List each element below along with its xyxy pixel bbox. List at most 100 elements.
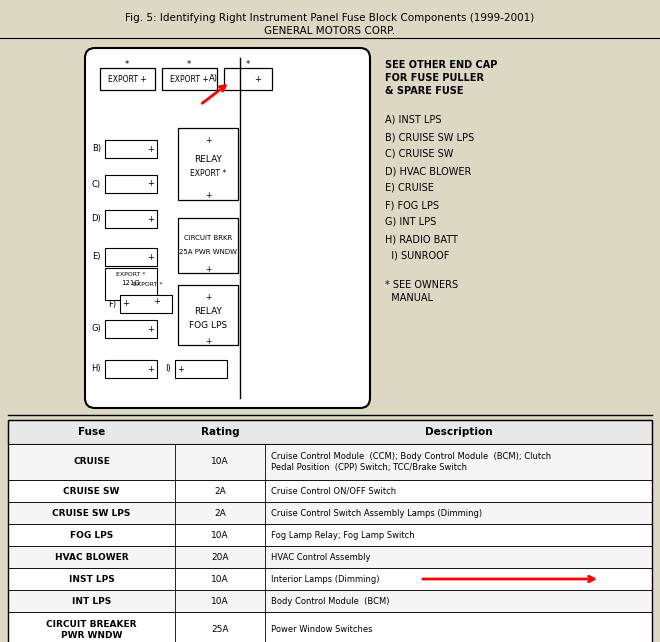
Text: 25A PWR WNDW: 25A PWR WNDW	[179, 248, 237, 254]
Text: 2A: 2A	[214, 487, 226, 496]
Text: E): E)	[92, 252, 101, 261]
Text: F): F)	[108, 300, 116, 309]
Bar	[100, 68, 155, 90]
Text: +: +	[148, 214, 154, 223]
Text: HVAC Control Assembly: HVAC Control Assembly	[271, 553, 370, 562]
Text: FOG LPS: FOG LPS	[70, 530, 113, 539]
Text: D): D)	[91, 214, 101, 223]
Text: *: *	[187, 60, 191, 69]
Text: E) CRUISE: E) CRUISE	[385, 183, 434, 193]
Text: 2A: 2A	[214, 508, 226, 517]
Text: +: +	[205, 336, 211, 345]
Text: +: +	[255, 74, 261, 83]
Bar	[105, 175, 157, 193]
Text: INT LPS: INT LPS	[72, 596, 111, 605]
Bar	[105, 248, 157, 266]
Text: * SEE OWNERS: * SEE OWNERS	[385, 280, 458, 290]
Text: 10A: 10A	[211, 596, 229, 605]
Text: +: +	[148, 365, 154, 374]
Text: MANUAL: MANUAL	[385, 293, 433, 303]
Text: *: *	[246, 60, 250, 69]
Text: Fog Lamp Relay; Fog Lamp Switch: Fog Lamp Relay; Fog Lamp Switch	[271, 530, 414, 539]
Text: I): I)	[165, 365, 171, 374]
Text: CIRCUIT BRKR: CIRCUIT BRKR	[184, 234, 232, 241]
Text: EXPORT +: EXPORT +	[170, 74, 209, 83]
Text: +: +	[148, 252, 154, 261]
Text: CRUISE: CRUISE	[73, 458, 110, 467]
Bar	[105, 360, 157, 378]
Text: +: +	[178, 365, 184, 374]
Text: EXPORT +: EXPORT +	[108, 74, 147, 83]
Text: A): A)	[209, 74, 218, 83]
Text: 121Ω: 121Ω	[121, 280, 141, 286]
Text: 25A: 25A	[211, 625, 229, 634]
Text: Cruise Control Module  (CCM); Body Control Module  (BCM); Clutch
Pedal Position : Cruise Control Module (CCM); Body Contro…	[271, 453, 551, 472]
FancyBboxPatch shape	[85, 48, 370, 408]
Bar	[120, 295, 172, 313]
Bar	[8, 568, 652, 590]
Bar	[178, 128, 238, 200]
Bar	[224, 68, 272, 90]
Bar	[8, 480, 652, 502]
Text: CRUISE SW: CRUISE SW	[63, 487, 119, 496]
Text: Interior Lamps (Dimming): Interior Lamps (Dimming)	[271, 575, 380, 584]
Text: A) INST LPS: A) INST LPS	[385, 115, 442, 125]
Text: +: +	[148, 144, 154, 153]
Text: HVAC BLOWER: HVAC BLOWER	[55, 553, 128, 562]
Bar	[175, 360, 227, 378]
Text: I) SUNROOF: I) SUNROOF	[385, 251, 449, 261]
Text: GENERAL MOTORS CORP.: GENERAL MOTORS CORP.	[265, 26, 395, 36]
Bar	[8, 546, 652, 568]
Bar	[8, 420, 652, 444]
Text: 20A: 20A	[211, 553, 229, 562]
Text: Cruise Control Switch Assembly Lamps (Dimming): Cruise Control Switch Assembly Lamps (Di…	[271, 508, 482, 517]
Bar	[8, 420, 652, 642]
Text: EXPORT *: EXPORT *	[116, 272, 146, 277]
Text: +: +	[205, 265, 211, 273]
Bar	[8, 612, 652, 642]
Bar	[105, 210, 157, 228]
Text: RELAY: RELAY	[194, 155, 222, 164]
Text: Rating: Rating	[201, 427, 240, 437]
Text: +: +	[154, 297, 160, 306]
Text: B) CRUISE SW LPS: B) CRUISE SW LPS	[385, 132, 474, 142]
Text: +: +	[123, 300, 129, 309]
Text: RELAY: RELAY	[194, 306, 222, 315]
Text: +: +	[148, 180, 154, 189]
Text: CRUISE SW LPS: CRUISE SW LPS	[52, 508, 131, 517]
Bar	[178, 285, 238, 345]
Text: Power Window Switches: Power Window Switches	[271, 625, 372, 634]
Bar	[178, 218, 238, 273]
Text: CIRCUIT BREAKER
PWR WNDW: CIRCUIT BREAKER PWR WNDW	[46, 620, 137, 639]
Text: +: +	[205, 293, 211, 302]
Text: & SPARE FUSE: & SPARE FUSE	[385, 86, 463, 96]
Text: G): G)	[91, 324, 101, 333]
Text: H) RADIO BATT: H) RADIO BATT	[385, 234, 458, 244]
Text: 10A: 10A	[211, 458, 229, 467]
Text: Fig. 5: Identifying Right Instrument Panel Fuse Block Components (1999-2001): Fig. 5: Identifying Right Instrument Pan…	[125, 13, 535, 23]
Text: Description: Description	[424, 427, 492, 437]
Bar	[105, 268, 157, 300]
Bar	[105, 140, 157, 158]
Text: B): B)	[92, 144, 101, 153]
Text: FOR FUSE PULLER: FOR FUSE PULLER	[385, 73, 484, 83]
Text: *: *	[125, 60, 129, 69]
Text: +: +	[148, 324, 154, 333]
Text: Cruise Control ON/OFF Switch: Cruise Control ON/OFF Switch	[271, 487, 396, 496]
Text: 10A: 10A	[211, 575, 229, 584]
Bar	[8, 590, 652, 612]
Text: C) CRUISE SW: C) CRUISE SW	[385, 149, 453, 159]
Text: F) FOG LPS: F) FOG LPS	[385, 200, 439, 210]
Text: D) HVAC BLOWER: D) HVAC BLOWER	[385, 166, 471, 176]
Bar	[105, 320, 157, 338]
Text: FOG LPS: FOG LPS	[189, 320, 227, 329]
Text: Body Control Module  (BCM): Body Control Module (BCM)	[271, 596, 389, 605]
Text: G) INT LPS: G) INT LPS	[385, 217, 436, 227]
Text: H): H)	[91, 365, 101, 374]
Text: C): C)	[92, 180, 101, 189]
Text: EXPORT *: EXPORT *	[190, 169, 226, 178]
Text: Fuse: Fuse	[78, 427, 105, 437]
Bar	[8, 524, 652, 546]
Text: INST LPS: INST LPS	[69, 575, 114, 584]
Text: SEE OTHER END CAP: SEE OTHER END CAP	[385, 60, 498, 70]
